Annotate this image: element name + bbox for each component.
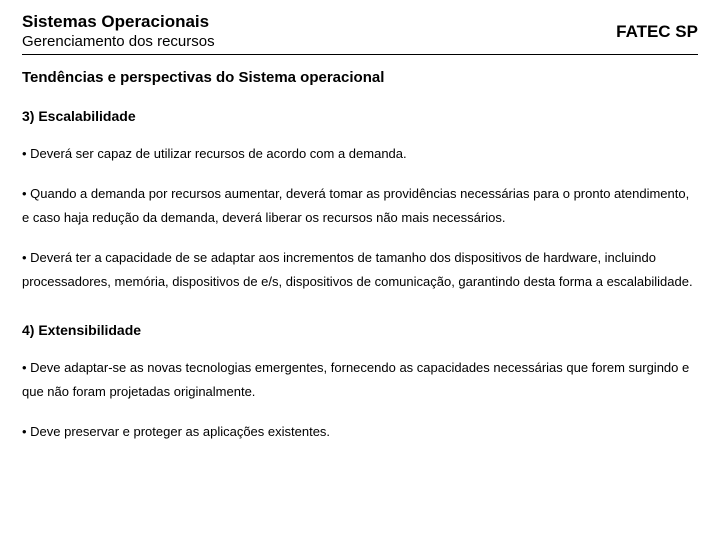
topic-3-heading: 3) Escalabilidade: [22, 108, 698, 124]
topic-4-bullet-2: • Deve preservar e proteger as aplicaçõe…: [22, 420, 698, 444]
institution-label: FATEC SP: [616, 12, 698, 42]
topic-4-bullet-1: • Deve adaptar-se as novas tecnologias e…: [22, 356, 698, 404]
section-title: Tendências e perspectivas do Sistema ope…: [22, 69, 698, 86]
slide-header: Sistemas Operacionais Gerenciamento dos …: [22, 12, 698, 55]
topic-3-bullet-2: • Quando a demanda por recursos aumentar…: [22, 182, 698, 230]
course-subtitle: Gerenciamento dos recursos: [22, 33, 215, 50]
header-left: Sistemas Operacionais Gerenciamento dos …: [22, 12, 215, 50]
course-title: Sistemas Operacionais: [22, 12, 215, 32]
topic-3-bullet-3: • Deverá ter a capacidade de se adaptar …: [22, 246, 698, 294]
topic-3-bullet-1: • Deverá ser capaz de utilizar recursos …: [22, 142, 698, 166]
topic-4-heading: 4) Extensibilidade: [22, 322, 698, 338]
